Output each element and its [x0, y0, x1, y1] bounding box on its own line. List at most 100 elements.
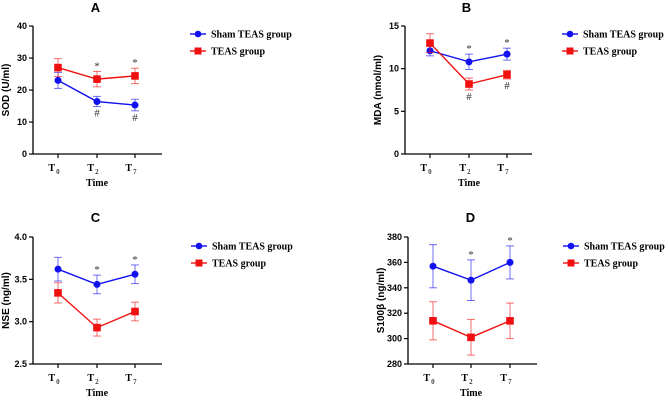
data-point	[465, 80, 473, 88]
legend-marker	[566, 30, 574, 38]
data-point	[93, 75, 101, 83]
series-teas	[426, 33, 511, 91]
panel-title: A	[91, 0, 101, 15]
legend-marker	[194, 30, 202, 38]
panel-title: B	[462, 0, 471, 15]
x-tick-label: T7	[125, 373, 137, 386]
data-point	[54, 63, 62, 72]
data-point	[503, 50, 511, 58]
significance-hash: #	[504, 80, 510, 92]
panel-C: C 2.5 3.0 3.5 4.0 T0 T2 T7 Time NSE (ng/ml) * * Sham…	[1, 210, 293, 399]
y-tick-label: 0	[22, 149, 27, 159]
x-axis-label: Time	[460, 388, 483, 399]
data-point	[506, 258, 514, 266]
data-point	[467, 276, 475, 284]
x-tick-label: T7	[125, 163, 137, 176]
significance-star: *	[507, 235, 513, 247]
data-point	[54, 76, 62, 84]
y-tick-label: 2.5	[14, 359, 27, 369]
y-tick-label: 15	[389, 21, 399, 31]
legend-label: TEAS group	[583, 47, 637, 58]
y-axis-label: SOD (U/ml)	[1, 64, 12, 117]
legend-label: Sham TEAS group	[212, 242, 293, 253]
data-point	[93, 323, 101, 332]
y-tick-label: 0	[394, 149, 399, 159]
x-tick-label: T7	[500, 373, 512, 386]
legend-marker	[567, 242, 575, 250]
x-tick-label: T2	[461, 373, 473, 386]
significance-star: *	[132, 57, 138, 69]
y-axis-label: MDA (nmol/ml)	[373, 55, 384, 125]
x-tick-label: T0	[48, 373, 60, 386]
data-point	[426, 39, 434, 47]
legend-label: Sham TEAS group	[583, 30, 664, 41]
series-teas	[54, 282, 139, 337]
series-teas	[54, 58, 139, 88]
data-point	[467, 333, 475, 342]
x-axis-label: Time	[86, 388, 109, 399]
legend-marker	[567, 259, 575, 267]
legend-label: TEAS group	[211, 47, 265, 58]
y-tick-label: 10	[17, 117, 27, 127]
data-point	[54, 265, 62, 273]
y-tick-label: 380	[387, 232, 402, 242]
significance-star: *	[468, 249, 474, 261]
x-tick-label: T2	[87, 373, 99, 386]
data-point	[54, 289, 62, 297]
series-sham	[54, 256, 139, 295]
data-point	[506, 317, 514, 325]
legend-marker	[194, 47, 202, 55]
data-point	[503, 70, 511, 79]
significance-star: *	[94, 264, 100, 276]
significance-hash: #	[94, 108, 100, 120]
y-tick-label: 20	[17, 85, 27, 95]
y-axis-label: NSE (ng/ml)	[1, 272, 12, 329]
significance-hash: #	[132, 112, 138, 124]
y-tick-label: 30	[17, 53, 27, 63]
y-tick-label: 40	[17, 21, 27, 31]
x-tick-label: T0	[423, 373, 435, 386]
legend-label: Sham TEAS group	[584, 242, 665, 253]
data-point	[465, 58, 473, 66]
significance-star: *	[132, 254, 138, 266]
data-point	[429, 262, 437, 270]
series-sham	[429, 244, 514, 301]
data-point	[429, 317, 437, 325]
series-teas	[429, 301, 514, 356]
legend-marker	[566, 47, 574, 55]
significance-hash: #	[466, 91, 472, 103]
y-tick-label: 3.5	[14, 274, 27, 284]
panel-D: D 280 300 320 340 360 380 T0 T2 T7 Time S100β (ng/m…	[376, 210, 665, 399]
data-point	[93, 98, 101, 106]
y-tick-label: 300	[387, 334, 402, 344]
significance-star: *	[466, 43, 472, 55]
data-point	[131, 307, 139, 316]
legend-marker	[195, 259, 203, 267]
significance-star: *	[94, 60, 100, 72]
y-tick-label: 320	[387, 308, 402, 318]
panel-title: D	[466, 210, 475, 225]
data-point	[131, 72, 139, 80]
legend-label: TEAS group	[584, 259, 638, 270]
y-tick-label: 10	[389, 64, 399, 74]
panel-title: C	[91, 210, 101, 225]
legend-label: Sham TEAS group	[211, 30, 292, 41]
y-tick-label: 360	[387, 257, 402, 267]
y-tick-label: 280	[387, 359, 402, 369]
significance-star: *	[504, 37, 510, 49]
panel-A: A 0 10 20 30 40 T0 T2 T7 Time SOD (U/ml) * * # # Sham T…	[1, 0, 292, 189]
data-point	[93, 280, 101, 288]
x-tick-label: T2	[459, 163, 471, 176]
data-point	[131, 101, 139, 109]
x-tick-label: T0	[48, 163, 60, 176]
x-axis-label: Time	[458, 178, 481, 189]
legend-label: TEAS group	[212, 259, 266, 270]
data-point	[131, 270, 139, 278]
y-axis-label: S100β (ng/ml)	[376, 268, 387, 334]
y-tick-label: 340	[387, 283, 402, 293]
legend-marker	[195, 242, 203, 250]
y-tick-label: 4.0	[14, 232, 27, 242]
panel-B: B 0 5 10 15 T0 T2 T7 Time MDA (nmol/ml) * * # # Sham T…	[373, 0, 664, 189]
